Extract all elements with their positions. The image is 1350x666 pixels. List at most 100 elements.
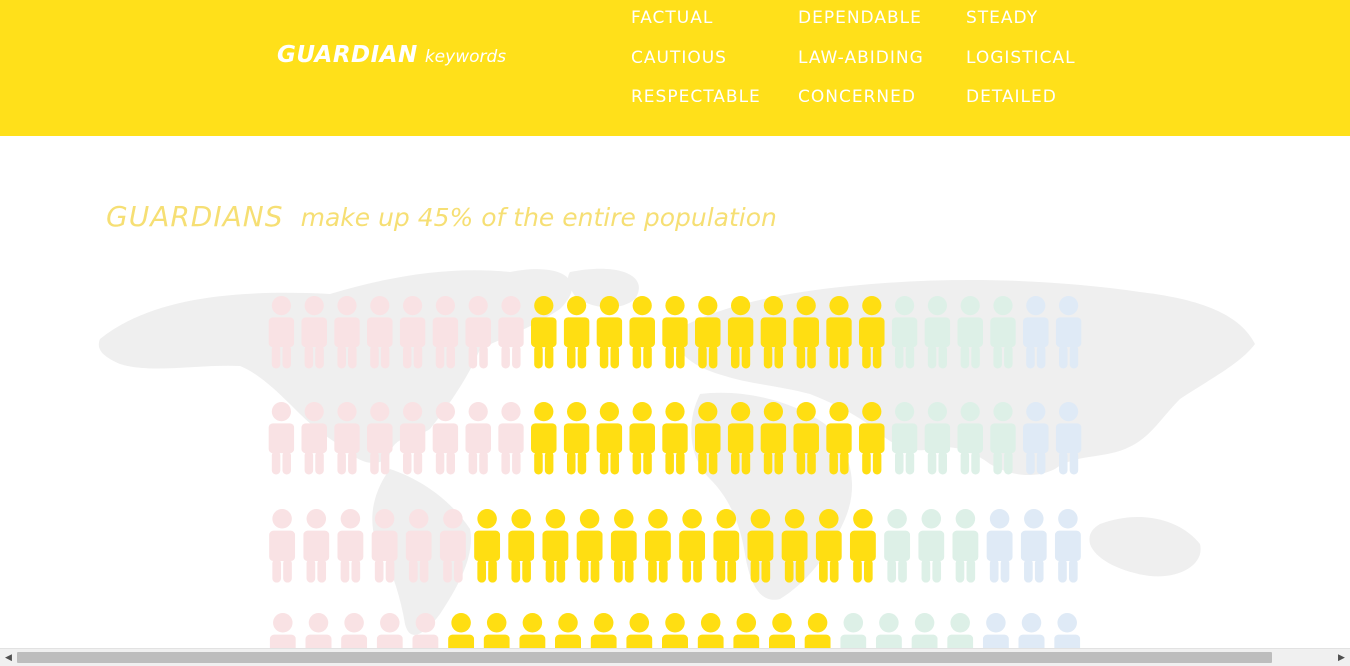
triangle-right-icon[interactable]: ▶ [1338,652,1345,663]
person-icon-blue [1023,296,1049,369]
guardian-person-icon [610,509,637,583]
guardian-person-icon [859,296,885,369]
keyword-steady: STEADY [966,8,1039,28]
guardian-person-icon [662,402,688,475]
headline-sub: make up 45% of the entire population [300,203,777,232]
guardian-person-icon [781,509,808,583]
person-icon-blue [1023,402,1049,475]
person-icon-pink [334,402,360,475]
person-icon-green [875,613,902,648]
person-icon-pink [341,613,368,648]
person-icon-green [891,296,918,369]
guardian-person-icon [695,296,721,369]
person-icon-pink [269,509,296,583]
person-icon-pink [498,402,524,475]
person-icon-blue [1055,296,1082,369]
person-icon-blue [1054,613,1081,648]
keyword-dependable: DEPENDABLE [798,8,922,28]
person-icon-green [891,402,918,475]
header-bar: GUARDIAN keywords FACTUAL DEPENDABLE STE… [0,0,1350,136]
person-icon-green [924,296,951,369]
person-icon-pink [367,296,393,369]
guardian-person-icon [644,509,671,583]
guardian-person-icon [697,613,724,648]
headline-main: GUARDIANS [106,200,284,233]
keyword-factual: FACTUAL [631,8,714,28]
person-icon-green [952,509,979,583]
guardian-person-icon [563,296,590,369]
horizontal-scrollbar[interactable]: ◀ ▶ [0,648,1350,666]
guardian-person-icon [815,509,842,583]
person-icon-pink [465,296,491,369]
guardian-person-icon [563,402,590,475]
guardian-person-icon [596,296,623,369]
guardian-person-icon [769,613,795,648]
person-icon-pink [303,509,330,583]
person-icon-pink [268,402,295,475]
guardian-person-icon [727,402,754,475]
person-icon-pink [301,296,327,369]
person-icon-blue [1020,509,1047,583]
guardian-person-icon [662,613,688,648]
person-icon-green [990,296,1016,369]
guardian-person-icon [760,402,787,475]
guardian-person-icon [508,509,535,583]
keyword-law-abiding: LAW-ABIDING [798,48,924,68]
keyword-logistical: LOGISTICAL [966,48,1076,68]
keyword-respectable: RESPECTABLE [631,87,761,107]
keyword-detailed: DETAILED [966,87,1057,107]
brand-main: GUARDIAN [277,42,418,68]
guardian-person-icon [747,509,774,583]
person-icon-pink [268,296,295,369]
person-icon-green [918,509,945,583]
main-content: GUARDIANS make up 45% of the entire popu… [0,136,1350,648]
guardian-person-icon [793,296,819,369]
triangle-left-icon[interactable]: ◀ [5,652,12,663]
guardian-person-icon [826,402,852,475]
scrollbar-thumb[interactable] [17,652,1272,663]
guardian-person-icon [760,296,787,369]
person-icon-pink [439,509,466,583]
guardian-person-icon [733,613,760,648]
guardian-person-icon [542,509,569,583]
keyword-cautious: CAUTIOUS [631,48,727,68]
person-icon-pink [334,296,360,369]
guardian-person-icon [713,509,740,583]
keyword-concerned: CONCERNED [798,87,916,107]
person-icon-green [924,402,951,475]
population-pictogram [268,296,1082,648]
person-icon-blue [1018,613,1045,648]
brand-title: GUARDIAN keywords [277,42,506,68]
guardian-person-icon [474,509,501,583]
guardian-person-icon [662,296,688,369]
guardian-person-icon [531,402,557,475]
person-icon-pink [412,613,439,648]
person-icon-blue [1054,509,1081,583]
person-icon-pink [371,509,398,583]
guardian-person-icon [531,296,557,369]
guardian-person-icon [626,613,653,648]
person-icon-green [957,402,983,475]
person-icon-pink [432,402,459,475]
person-icon-pink [405,509,432,583]
person-icon-pink [399,402,426,475]
guardian-person-icon [596,402,623,475]
guardian-person-icon [576,509,603,583]
guardian-person-icon [629,402,655,475]
person-icon-pink [432,296,459,369]
guardian-person-icon [590,613,617,648]
person-icon-green [990,402,1016,475]
guardian-person-icon [448,613,475,648]
person-icon-blue [986,509,1013,583]
guardian-person-icon [859,402,885,475]
person-icon-green [884,509,911,583]
person-icon-pink [269,613,296,648]
brand-sub: keywords [424,47,507,67]
guardian-person-icon [793,402,819,475]
person-icon-pink [301,402,327,475]
person-icon-green [911,613,938,648]
person-icon-blue [1055,402,1082,475]
guardian-person-icon [826,296,852,369]
person-icon-green [947,613,974,648]
guardian-person-icon [804,613,831,648]
